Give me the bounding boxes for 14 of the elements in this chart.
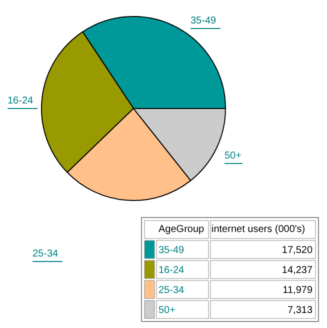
legend-label: 25-34 [158,285,185,296]
legend-label: 35-49 [158,245,185,256]
legend-label: 16-24 [158,265,185,276]
data-label: 7,313 [287,305,313,316]
slice-label: 25-34 [32,248,59,260]
slice-label: 35-49 [190,16,217,26]
data-label: 11,979 [282,285,313,296]
text: internet users (000's) [212,224,306,235]
legend-label: 50+ [158,305,176,316]
data-label: 14,237 [282,265,313,276]
data-label: 17,520 [282,245,313,256]
slice-label: 50+ [224,150,242,162]
slice-label: 16-24 [8,96,34,106]
legend-title: AgeGroup [158,224,205,235]
